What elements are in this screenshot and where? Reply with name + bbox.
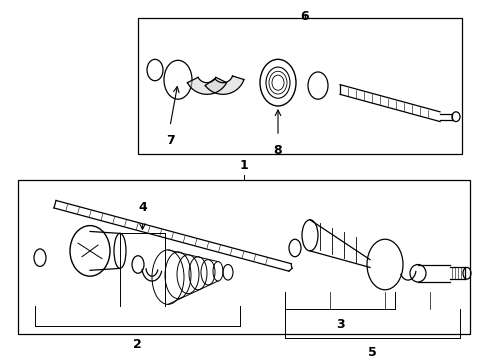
Text: 4: 4 xyxy=(138,201,147,214)
Bar xyxy=(18,180,470,334)
Bar xyxy=(138,18,462,154)
Text: 7: 7 xyxy=(166,134,174,147)
Text: 5: 5 xyxy=(368,346,377,359)
Text: 6: 6 xyxy=(301,10,309,23)
Polygon shape xyxy=(205,76,244,94)
Text: 1: 1 xyxy=(240,159,248,172)
Text: 2: 2 xyxy=(133,338,142,351)
Polygon shape xyxy=(187,77,226,94)
Text: 3: 3 xyxy=(336,318,344,331)
Text: 8: 8 xyxy=(274,144,282,157)
